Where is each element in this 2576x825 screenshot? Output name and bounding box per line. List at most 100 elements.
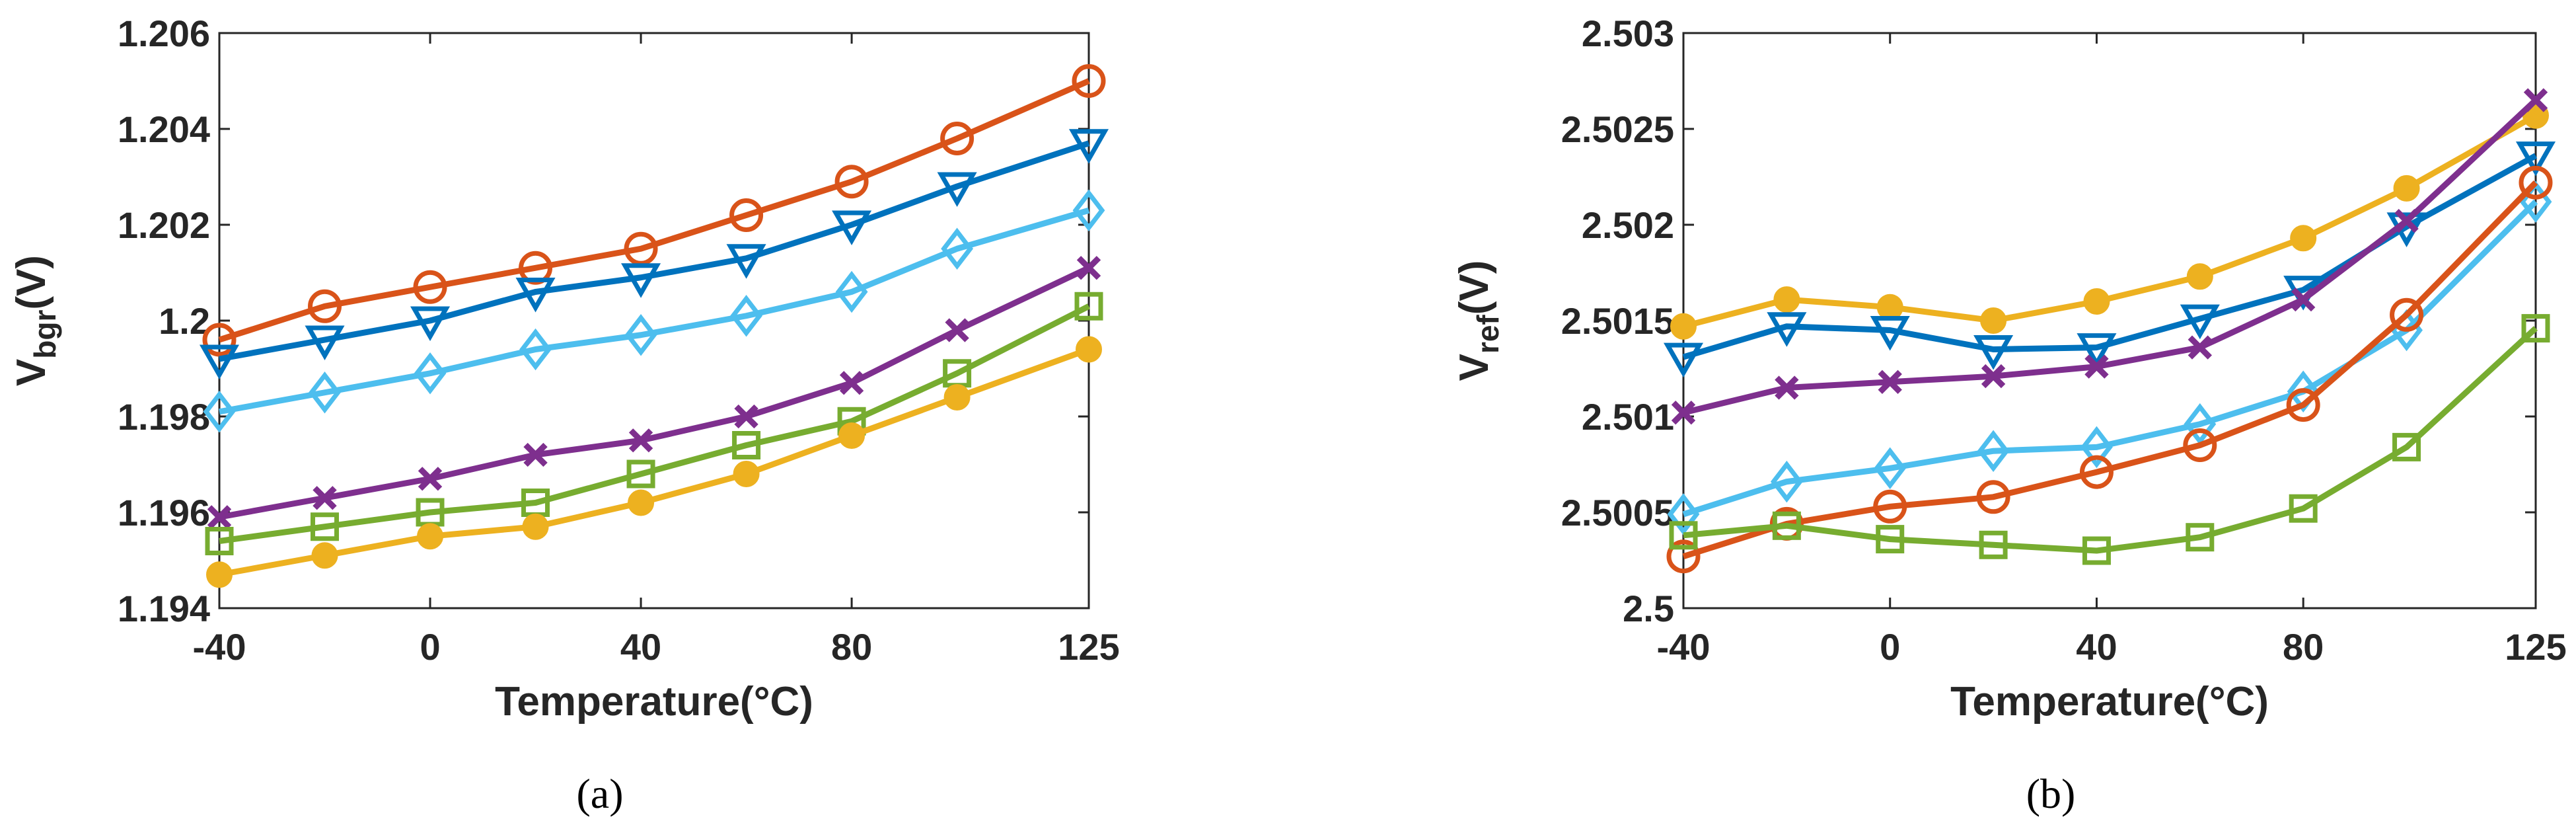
marker-circle <box>1976 480 2010 514</box>
marker-triangle-down <box>199 344 240 380</box>
marker-triangle-down <box>2515 141 2556 177</box>
marker-filled-circle <box>628 489 655 516</box>
y-tick-label: 2.501 <box>1582 396 1674 438</box>
marker-diamond <box>835 270 868 313</box>
marker-triangle-down <box>1973 335 2014 370</box>
y-tick-label: 2.5 <box>1623 588 1674 629</box>
marker-triangle-down <box>515 278 556 313</box>
y-axis-label-sub: bgr <box>28 310 62 359</box>
x-tick-label: 40 <box>2076 626 2117 668</box>
y-tick-label: 2.5015 <box>1561 300 1674 342</box>
marker-circle <box>1666 539 1701 574</box>
marker-triangle-down <box>2180 304 2220 340</box>
marker-x <box>2188 335 2213 360</box>
marker-filled-circle <box>1980 307 2007 334</box>
y-tick-label: 1.196 <box>118 492 210 533</box>
marker-circle <box>2286 388 2320 422</box>
x-tick-label: 125 <box>2505 626 2566 668</box>
marker-square <box>205 527 234 555</box>
marker-filled-circle <box>417 523 444 550</box>
series-5 <box>206 336 1102 588</box>
marker-diamond <box>1667 493 1700 535</box>
series-5 <box>1669 314 2550 565</box>
marker-circle <box>1072 64 1106 98</box>
y-axis-label-unit: (V) <box>1452 260 1497 315</box>
series-line <box>219 140 1090 362</box>
y-tick-label: 1.2 <box>159 300 210 342</box>
marker-x <box>945 318 969 342</box>
y-tick-label: 1.206 <box>118 13 210 54</box>
marker-circle <box>940 122 975 155</box>
marker-circle <box>729 198 764 232</box>
marker-x <box>734 404 758 429</box>
y-tick-label: 2.5005 <box>1561 492 1674 533</box>
x-tick-label: 0 <box>1880 626 1900 668</box>
marker-circle <box>519 251 553 285</box>
marker-diamond <box>624 314 657 356</box>
marker-filled-circle <box>2290 225 2317 252</box>
marker-diamond <box>203 391 236 433</box>
x-tick-label: 0 <box>420 626 440 668</box>
marker-triangle-down <box>726 244 766 279</box>
marker-square <box>311 512 340 541</box>
marker-square <box>1074 292 1103 321</box>
marker-diamond <box>941 227 974 270</box>
panel-caption: (a) <box>576 770 623 817</box>
series-line <box>1683 326 2538 554</box>
series-line <box>1682 200 2538 518</box>
marker-circle <box>308 289 342 323</box>
marker-diamond <box>519 328 552 371</box>
chart-b: 2.5 2.5005 2.501 2.5015 2.502 2.5025 2.503 -40 0… <box>1452 13 2567 817</box>
marker-x <box>2084 354 2109 379</box>
x-tick-label: 80 <box>831 626 872 668</box>
y-tick-label: 1.194 <box>118 588 210 629</box>
y-tick-label: 1.202 <box>118 204 210 246</box>
marker-square <box>1979 530 2008 559</box>
marker-filled-circle <box>2083 288 2110 315</box>
marker-square <box>2082 536 2111 565</box>
marker-diamond <box>1977 430 2010 472</box>
y-axis-label-main: V <box>1452 354 1497 381</box>
marker-diamond <box>414 352 447 395</box>
marker-triangle-down <box>621 263 661 298</box>
marker-filled-circle <box>733 461 760 487</box>
x-tick-label: -40 <box>193 626 246 668</box>
series-2 <box>203 189 1105 433</box>
x-axis-label: Temperature(°C) <box>495 679 813 725</box>
x-tick-label: 40 <box>620 626 661 668</box>
marker-filled-circle <box>2186 263 2213 290</box>
chart-a: 1.194 1.196 1.198 1.2 1.202 1.204 1.206 -40 0 40 8… <box>9 13 1120 817</box>
series-line <box>219 207 1090 415</box>
marker-square <box>1669 521 1698 550</box>
marker-x <box>313 486 337 510</box>
marker-circle <box>2183 428 2217 462</box>
series-3 <box>207 256 1101 530</box>
series-4 <box>1666 165 2553 574</box>
marker-filled-circle <box>1670 313 1697 340</box>
marker-circle <box>834 165 869 199</box>
marker-filled-circle <box>838 422 865 449</box>
marker-x <box>1076 256 1101 280</box>
marker-square <box>1772 511 1801 540</box>
marker-circle <box>1873 489 1907 524</box>
series-line <box>219 303 1091 544</box>
marker-x <box>1671 401 1696 425</box>
marker-triangle-down <box>1870 316 1910 351</box>
marker-diamond <box>730 295 762 337</box>
panel-caption: (b) <box>2026 770 2076 817</box>
marker-square <box>2392 432 2421 461</box>
y-tick-label: 1.198 <box>118 396 210 438</box>
y-axis-label-main: V <box>9 359 54 386</box>
y-axis-label-sub: ref <box>1471 315 1505 354</box>
marker-x <box>207 505 232 530</box>
marker-x <box>628 428 653 453</box>
marker-x <box>839 371 864 395</box>
marker-filled-circle <box>206 561 233 588</box>
marker-triangle-down <box>410 306 451 342</box>
y-axis-label-unit: (V) <box>9 255 54 310</box>
marker-diamond <box>2184 403 2217 446</box>
marker-circle <box>202 323 237 357</box>
marker-x <box>1878 370 1902 394</box>
marker-diamond <box>1072 189 1105 231</box>
